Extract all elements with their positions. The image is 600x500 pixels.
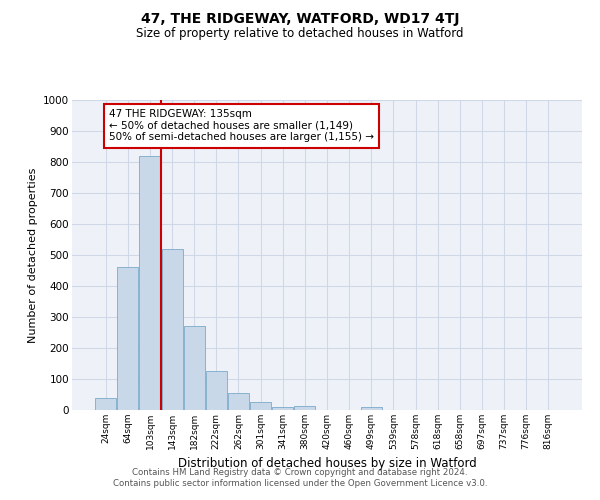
X-axis label: Distribution of detached houses by size in Watford: Distribution of detached houses by size … bbox=[178, 458, 476, 470]
Bar bbox=[139, 156, 160, 410]
Bar bbox=[295, 406, 316, 410]
Bar bbox=[95, 398, 116, 410]
Bar bbox=[361, 407, 382, 410]
Bar bbox=[118, 268, 139, 410]
Bar bbox=[272, 407, 293, 410]
Bar bbox=[161, 249, 182, 410]
Text: Size of property relative to detached houses in Watford: Size of property relative to detached ho… bbox=[136, 28, 464, 40]
Bar bbox=[228, 393, 249, 410]
Bar bbox=[206, 371, 227, 410]
Y-axis label: Number of detached properties: Number of detached properties bbox=[28, 168, 38, 342]
Text: 47 THE RIDGEWAY: 135sqm
← 50% of detached houses are smaller (1,149)
50% of semi: 47 THE RIDGEWAY: 135sqm ← 50% of detache… bbox=[109, 110, 374, 142]
Text: 47, THE RIDGEWAY, WATFORD, WD17 4TJ: 47, THE RIDGEWAY, WATFORD, WD17 4TJ bbox=[141, 12, 459, 26]
Text: Contains HM Land Registry data © Crown copyright and database right 2024.
Contai: Contains HM Land Registry data © Crown c… bbox=[113, 468, 487, 487]
Bar bbox=[184, 326, 205, 410]
Bar bbox=[250, 402, 271, 410]
